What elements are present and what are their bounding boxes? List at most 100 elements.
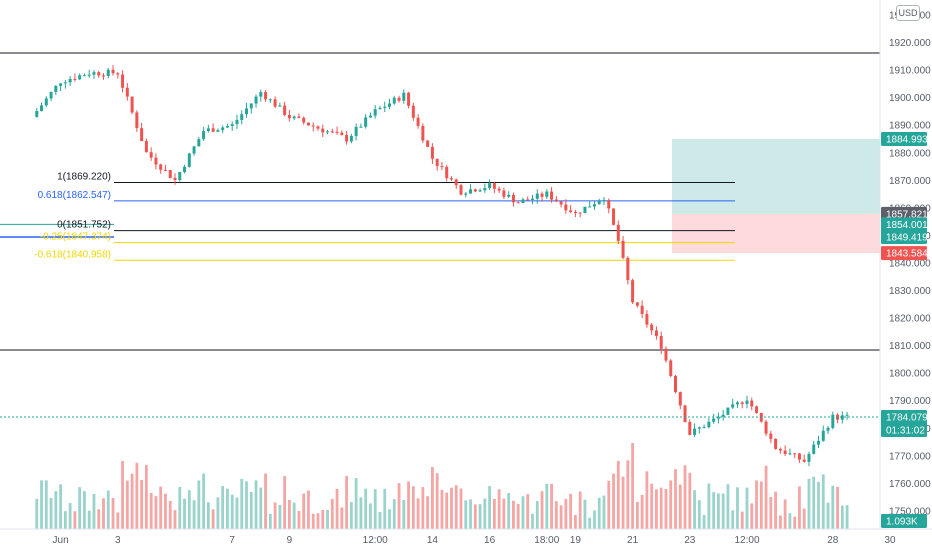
volume-bar: [311, 513, 315, 529]
time-axis[interactable]: Jun 3 7 9 12:00 14 16 18:00 19 21 23 12:00 28 30: [53, 535, 896, 546]
price-tick-label: 1820.000: [889, 314, 931, 325]
candle-body: [783, 450, 787, 455]
volume-bar: [278, 504, 282, 529]
candle-body: [664, 348, 668, 361]
price-tick-label: 1760.000: [889, 479, 931, 490]
candle-body: [488, 183, 492, 189]
volume-bar: [273, 502, 277, 529]
volume-bar: [211, 509, 215, 529]
candle-body: [793, 453, 797, 455]
volume-bar: [316, 513, 320, 529]
candle-body: [230, 124, 234, 126]
volume-bar: [607, 480, 611, 529]
candle-body: [97, 72, 101, 76]
candlestick-series: [35, 65, 849, 467]
candle-body: [192, 146, 196, 154]
horizontal-lines[interactable]: [0, 52, 880, 351]
volume-bar: [531, 513, 534, 529]
volume-bar: [635, 501, 639, 529]
volume-bar: [798, 486, 801, 529]
volume-bar: [483, 498, 487, 529]
volume-bar: [111, 498, 115, 529]
volume-bar: [44, 480, 48, 529]
price-tag: 1849.419: [881, 230, 928, 245]
candle-body: [464, 193, 468, 195]
candle-body: [445, 166, 449, 179]
volume-bar: [435, 473, 439, 529]
candle-body: [335, 131, 339, 133]
candle-body: [778, 448, 782, 451]
volume-bar: [63, 511, 67, 529]
fibonacci-retracement[interactable]: 1(1869.220)0.618(1862.547)0(1851.752)-0.…: [0, 171, 735, 261]
candle-body: [478, 190, 482, 192]
volume-bar: [392, 499, 396, 529]
candle-body: [797, 453, 801, 460]
volume-bar: [683, 465, 687, 529]
candle-body: [521, 199, 525, 204]
candle-body: [621, 240, 625, 258]
volume-bar: [92, 493, 96, 529]
volume-bar: [488, 486, 491, 529]
volume-bar: [288, 499, 291, 529]
target-zone: [672, 138, 880, 214]
candle-body: [831, 414, 835, 428]
volume-bar: [83, 491, 86, 529]
candle-body: [321, 128, 325, 133]
time-tick-label: 3: [115, 535, 121, 546]
volume-bar: [516, 503, 520, 529]
price-tag-text: 1843.584: [886, 249, 928, 260]
volume-bar: [545, 483, 549, 529]
volume-bar: [621, 476, 625, 529]
volume-bar: [230, 494, 234, 529]
candle-body: [669, 360, 673, 376]
time-tick-label: 16: [484, 535, 496, 546]
volume-bar: [717, 493, 720, 529]
candle-body: [135, 112, 139, 129]
fib-level-label: 0(1851.752): [57, 220, 111, 231]
time-tick-label: 7: [229, 535, 235, 546]
volume-bar: [97, 509, 101, 529]
candle-body: [264, 92, 268, 100]
volume-bar: [445, 492, 449, 529]
candle-body: [402, 92, 406, 101]
volume-bar: [755, 480, 758, 529]
time-tick-label: 9: [287, 535, 293, 546]
candle-body: [659, 335, 663, 349]
volume-bar: [616, 460, 620, 529]
price-tick-label: 1830.000: [889, 286, 931, 297]
candle-body: [254, 96, 258, 104]
candle-body: [388, 103, 391, 107]
volume-bar: [168, 500, 172, 529]
volume-bar: [59, 484, 62, 529]
candle-body: [740, 402, 744, 404]
fib-level-label: -0.618(1840.958): [34, 249, 111, 260]
volume-bar: [597, 497, 601, 529]
volume-bar: [783, 499, 787, 529]
volume-bar: [492, 498, 496, 529]
candle-body: [640, 305, 644, 314]
volume-bar: [35, 498, 39, 529]
volume-bar: [540, 491, 544, 529]
volume-bar: [450, 487, 453, 529]
volume-bar: [145, 465, 148, 529]
price-axis[interactable]: 1930.0001920.0001910.0001900.0001890.000…: [889, 11, 931, 518]
volume-bar: [550, 483, 553, 529]
volume-bar: [354, 478, 358, 529]
time-tick-label: 18:00: [534, 535, 559, 546]
volume-bar: [173, 510, 177, 529]
volume-bar: [159, 486, 163, 529]
volume-bar: [640, 494, 644, 529]
candle-body: [745, 400, 749, 404]
candle-body: [430, 146, 434, 159]
time-tick-label: 23: [684, 535, 696, 546]
candle-body: [735, 402, 739, 405]
candle-body: [712, 418, 716, 422]
volume-bar: [612, 473, 615, 529]
currency-button[interactable]: USD: [896, 5, 920, 21]
time-tick-label: 19: [570, 535, 582, 546]
candle-body: [597, 201, 601, 205]
volume-bar: [559, 505, 563, 529]
volume-bar: [102, 498, 105, 529]
candle-body: [774, 438, 778, 449]
